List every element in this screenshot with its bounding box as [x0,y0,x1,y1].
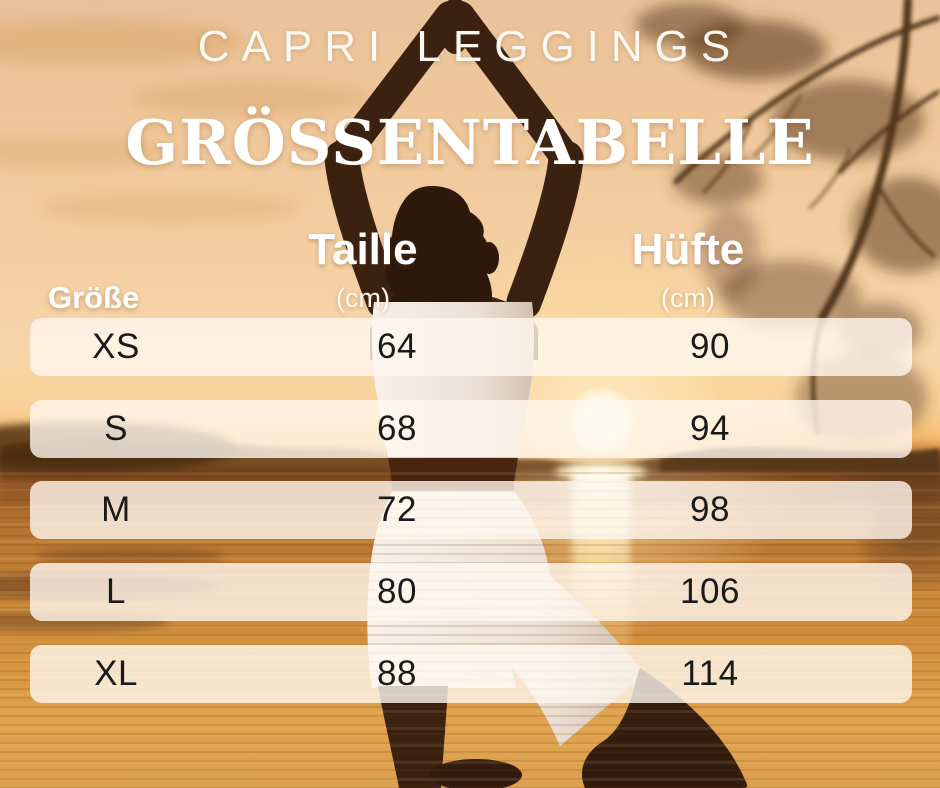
taille-unit: (cm) [336,283,390,313]
table-row-l: L 80 106 [30,563,912,621]
hands [439,0,471,54]
standing-leg [378,686,448,788]
column-header-taille: Taille (cm) [253,228,473,314]
size-value: XS [92,327,140,366]
huefte-label: Hüfte [631,225,745,274]
taille-value: 64 [377,327,417,366]
table-row-m: M 72 98 [30,481,912,539]
taille-label: Taille [308,225,418,274]
taille-value: 80 [377,572,417,611]
size-value: XL [94,654,138,693]
taille-value: 68 [377,409,417,448]
tucked-foot [430,759,522,788]
huefte-value: 114 [681,654,739,693]
size-value: L [106,572,126,611]
huefte-value: 106 [680,572,740,611]
bent-leg [581,668,748,788]
size-value: S [104,409,128,448]
column-header-huefte: Hüfte (cm) [578,228,798,314]
page-title: GRÖSSENTABELLE [125,106,815,179]
huefte-unit: (cm) [661,283,715,313]
taille-value: 88 [377,654,417,693]
taille-value: 72 [377,490,417,529]
size-value: M [101,490,131,529]
column-header-size: Größe [48,280,140,315]
huefte-value: 94 [690,409,730,448]
table-row-xs: XS 64 90 [30,318,912,376]
product-subtitle: CAPRI LEGGINGS [197,22,743,71]
table-row-xl: XL 88 114 [30,645,912,703]
huefte-value: 98 [690,490,730,529]
huefte-value: 90 [690,327,730,366]
table-row-s: S 68 94 [30,400,912,458]
